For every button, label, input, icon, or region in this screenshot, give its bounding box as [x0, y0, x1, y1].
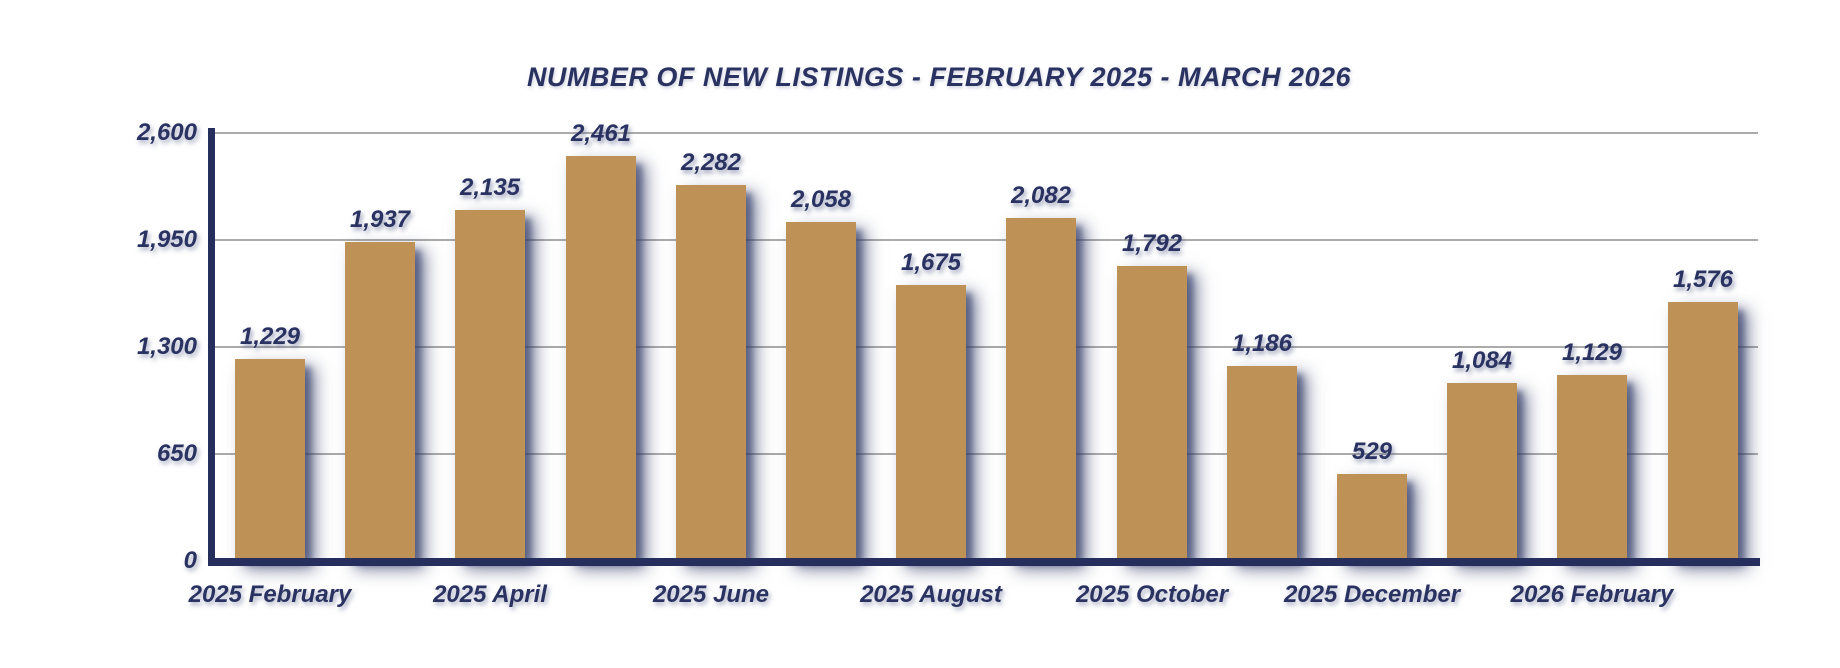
x-tick-label: 2025 December — [1283, 581, 1461, 608]
y-tick-label: 0 — [183, 547, 197, 574]
bar-value-label: 529 — [1351, 438, 1393, 465]
x-tick-label: 2026 February — [1510, 581, 1674, 608]
bar — [1006, 218, 1076, 561]
bar — [455, 210, 525, 561]
bar — [235, 359, 305, 561]
x-tick-label: 2025 June — [652, 581, 770, 608]
bar-value-label: 1,084 — [1451, 347, 1513, 374]
bar-value-label: 1,186 — [1231, 330, 1293, 357]
x-tick-label: 2025 February — [188, 581, 352, 608]
y-tick-label: 1,300 — [136, 333, 197, 360]
bar — [676, 185, 746, 561]
bar — [1668, 302, 1738, 561]
y-tick-label: 650 — [156, 440, 197, 467]
y-tick-label: 2,600 — [136, 119, 197, 146]
gridline — [215, 132, 1758, 134]
bar-value-label: 1,576 — [1672, 266, 1734, 293]
bar-value-label: 1,229 — [239, 323, 301, 350]
x-axis-line — [208, 558, 1760, 566]
bar — [1447, 383, 1517, 561]
bar-value-label: 2,135 — [459, 174, 521, 201]
x-tick-label: 2025 August — [860, 581, 1002, 608]
bar-value-label: 2,461 — [570, 120, 632, 147]
bar-value-label: 2,058 — [790, 186, 852, 213]
y-axis-line — [208, 128, 215, 566]
gridline — [215, 239, 1758, 241]
bar-value-label: 1,937 — [349, 206, 411, 233]
chart-title: NUMBER OF NEW LISTINGS - FEBRUARY 2025 -… — [526, 62, 1352, 92]
bar — [896, 285, 966, 561]
y-tick-label: 1,950 — [136, 226, 197, 253]
bar — [345, 242, 415, 561]
bar-value-label: 1,792 — [1121, 230, 1183, 257]
bar-value-label: 2,082 — [1010, 182, 1072, 209]
bar-value-label: 1,675 — [900, 249, 962, 276]
bar-value-label: 1,129 — [1561, 339, 1623, 366]
gridline — [215, 346, 1758, 348]
bar — [786, 222, 856, 561]
x-tick-label: 2025 April — [433, 581, 547, 608]
gridline — [215, 453, 1758, 455]
bar — [566, 156, 636, 561]
bar — [1227, 366, 1297, 561]
bar — [1117, 266, 1187, 561]
bar — [1557, 375, 1627, 561]
bar-value-label: 2,282 — [680, 149, 742, 176]
bar — [1337, 474, 1407, 561]
x-tick-label: 2025 October — [1075, 581, 1229, 608]
